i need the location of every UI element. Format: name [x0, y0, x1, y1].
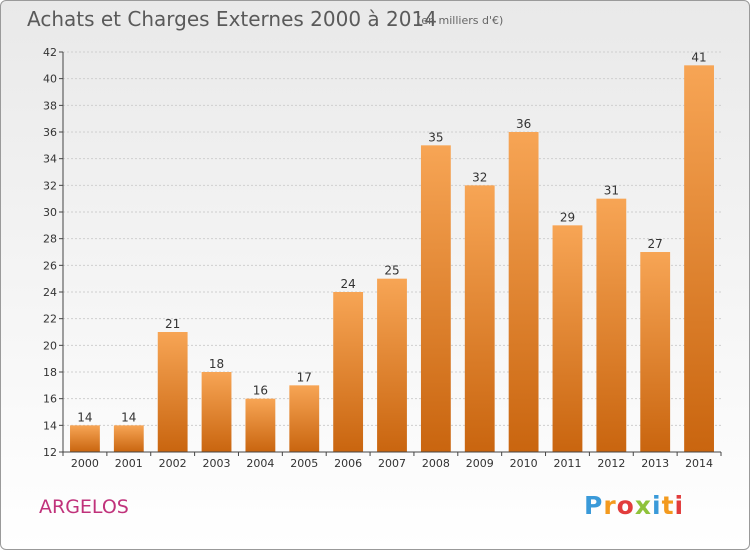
x-tick-label-2010: 2010: [510, 457, 538, 470]
bar-2007: [377, 278, 407, 452]
x-tick-label-2000: 2000: [71, 457, 99, 470]
bar-2012: [596, 198, 627, 452]
bar-2003: [201, 372, 232, 452]
y-tick-label: 20: [43, 339, 57, 352]
x-tick-label-2008: 2008: [422, 457, 450, 470]
data-label-2009: 32: [472, 170, 487, 184]
bar-2006: [333, 292, 364, 452]
x-tick-label-2004: 2004: [246, 457, 274, 470]
y-tick-label: 40: [43, 73, 57, 86]
x-tick-label-2002: 2002: [159, 457, 187, 470]
y-tick-label: 16: [43, 393, 57, 406]
x-tick-label-2007: 2007: [378, 457, 406, 470]
y-tick-label: 30: [43, 206, 57, 219]
bar-2001: [113, 425, 144, 452]
data-label-2005: 17: [297, 370, 312, 384]
bar-2004: [245, 398, 276, 452]
bar-2013: [640, 252, 671, 452]
y-tick-label: 12: [43, 446, 57, 459]
y-tick-label: 38: [43, 99, 57, 112]
y-tick-label: 14: [43, 419, 57, 432]
bar-2009: [464, 185, 495, 453]
data-label-2004: 16: [253, 384, 268, 398]
data-label-2012: 31: [604, 184, 619, 198]
x-tick-label-2006: 2006: [334, 457, 362, 470]
data-label-2010: 36: [516, 117, 531, 131]
y-tick-label: 34: [43, 153, 57, 166]
chart-subtitle: (en milliers d'€): [417, 14, 504, 27]
y-tick-label: 32: [43, 179, 57, 192]
y-tick-label: 24: [43, 286, 57, 299]
y-tick-label: 36: [43, 126, 57, 139]
y-tick-label: 42: [43, 46, 57, 59]
x-tick-label-2011: 2011: [553, 457, 581, 470]
x-tick-label-2014: 2014: [685, 457, 713, 470]
y-tick-label: 18: [43, 366, 57, 379]
bar-2008: [420, 145, 451, 453]
bar-2005: [289, 385, 320, 452]
data-label-2007: 25: [384, 264, 399, 278]
y-tick-label: 22: [43, 313, 57, 326]
data-label-2008: 35: [428, 130, 443, 144]
x-tick-label-2009: 2009: [466, 457, 494, 470]
y-tick-label: 28: [43, 233, 57, 246]
data-label-2011: 29: [560, 210, 575, 224]
data-label-2001: 14: [121, 410, 136, 424]
x-tick-label-2013: 2013: [641, 457, 669, 470]
bar-2002: [157, 332, 188, 452]
data-label-2014: 41: [691, 50, 706, 64]
bar-2010: [508, 132, 539, 452]
chart-title: Achats et Charges Externes 2000 à 2014: [27, 7, 437, 31]
y-tick-label: 26: [43, 259, 57, 272]
x-tick-label-2012: 2012: [597, 457, 625, 470]
commune-name: ARGELOS: [39, 496, 129, 518]
bar-2000: [70, 425, 100, 452]
bar-2014: [684, 65, 714, 452]
x-tick-label-2003: 2003: [203, 457, 231, 470]
data-label-2002: 21: [165, 317, 180, 331]
data-label-2006: 24: [340, 277, 355, 291]
data-label-2000: 14: [77, 410, 92, 424]
x-tick-label-2001: 2001: [115, 457, 143, 470]
x-tick-label-2005: 2005: [290, 457, 318, 470]
proxiti-logo: Proxiti: [584, 491, 685, 520]
bar-2011: [552, 225, 583, 452]
data-label-2003: 18: [209, 357, 224, 371]
data-label-2013: 27: [648, 237, 663, 251]
